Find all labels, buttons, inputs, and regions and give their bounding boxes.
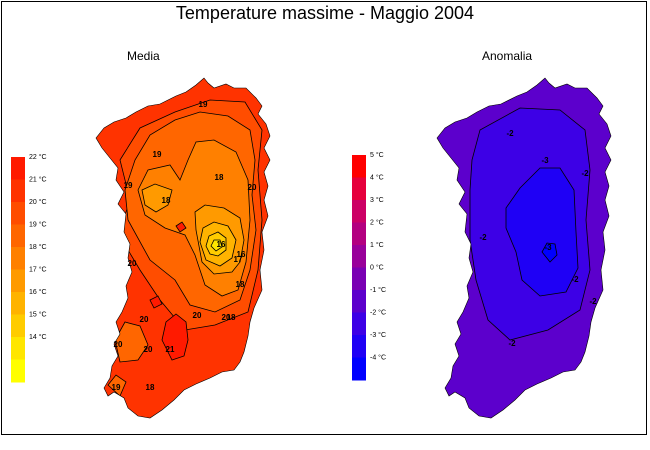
- anomalia-legend-label: 2 °C: [370, 219, 384, 227]
- media-legend-label: 18 °C: [29, 243, 47, 251]
- media-legend-swatch: [11, 224, 25, 248]
- media-zone-22: [161, 313, 189, 361]
- anomalia-legend-label: -4 °C: [370, 354, 386, 362]
- anomalia-contour-label: -2: [571, 275, 579, 284]
- anomalia-contour-label: -2: [589, 297, 597, 306]
- media-contour-label: 20: [222, 313, 231, 322]
- anomalia-contour-label: -3: [544, 243, 552, 252]
- media-contour-label: 18: [146, 383, 155, 392]
- anomalia-contour-label: -2: [506, 129, 514, 138]
- media-contour-label: 18: [227, 313, 236, 322]
- media-legend-label: 19 °C: [29, 221, 47, 229]
- media-zone-cool-west: [141, 183, 173, 213]
- anomalia-zone-minus4: [541, 242, 558, 263]
- anomalia-legend-label: 5 °C: [370, 151, 384, 159]
- media-contour-label: 20: [128, 259, 137, 268]
- page-title: Temperature massime - Maggio 2004: [175, 3, 475, 23]
- anomalia-legend-swatch: [352, 222, 366, 246]
- media-contour-label: 16: [237, 250, 246, 259]
- media-legend-swatch: [11, 359, 25, 383]
- anomalia-legend-label: 0 °C: [370, 264, 384, 272]
- media-legend-label: 16 °C: [29, 288, 47, 296]
- media-contour-label: 20: [193, 311, 202, 320]
- media-zone-hot-small: [149, 295, 163, 309]
- media-contour-label: 20: [114, 340, 123, 349]
- media-contour-label: 20: [248, 183, 257, 192]
- media-contour-label: 18: [236, 280, 245, 289]
- media-contour-label: 21: [166, 345, 175, 354]
- media-legend-label: 15 °C: [29, 311, 47, 319]
- media-legend-swatch: [11, 157, 25, 180]
- anomalia-legend-swatch: [352, 357, 366, 381]
- media-zone-14: [210, 239, 223, 252]
- media-contour-label: 19: [112, 383, 121, 392]
- media-contour-label: 18: [215, 173, 224, 182]
- media-legend-label: 20 °C: [29, 198, 47, 206]
- media-zone-hot-center: [175, 221, 187, 233]
- media-legend-swatch: [11, 292, 25, 315]
- anomalia-legend-swatch: [352, 312, 366, 336]
- media-legend-swatch: [11, 337, 25, 360]
- anomalia-legend-swatch: [352, 335, 366, 358]
- media-legend-label: 21 °C: [29, 176, 47, 184]
- anomalia-contour-label: -3: [541, 156, 549, 165]
- anomalia-legend-label: -1 °C: [370, 286, 386, 294]
- anomalia-contour-label: -2: [508, 339, 516, 348]
- anomalia-legend-label: 4 °C: [370, 174, 384, 182]
- media-contour-label: 17: [234, 255, 243, 264]
- anomalia-legend-label: -3 °C: [370, 331, 386, 339]
- anomalia-map: -2 -3 -2 -2 -2 -2 -2 -3: [436, 77, 612, 419]
- anomalia-legend-label: -2 °C: [370, 309, 386, 317]
- media-legend: 22 °C 21 °C 20 °C 19 °C 18 °C 17 °C 16 °C 15 °C…: [11, 153, 47, 383]
- media-contour-label: 20: [144, 345, 153, 354]
- media-legend-label: 14 °C: [29, 333, 47, 341]
- media-contour-label: 19: [153, 150, 162, 159]
- anomalia-legend-swatch: [352, 200, 366, 223]
- media-zone-southwest: [114, 321, 149, 363]
- anomalia-contour-label: -2: [581, 169, 589, 178]
- anomalia-legend-swatch: [352, 267, 366, 291]
- anomalia-legend-label: 3 °C: [370, 196, 384, 204]
- media-zone-southtip: [107, 374, 127, 397]
- anomalia-legend-swatch: [352, 290, 366, 313]
- media-legend-label: 17 °C: [29, 266, 47, 274]
- media-legend-swatch: [11, 314, 25, 338]
- anomalia-legend-swatch: [352, 177, 366, 201]
- media-contour-label: 16: [217, 240, 226, 249]
- media-contour-label: 20: [140, 315, 149, 324]
- anomalia-legend: 5 °C 4 °C 3 °C 2 °C 1 °C 0 °C -1 °C -2 °C -3 °C -…: [352, 151, 386, 381]
- media-legend-label: 22 °C: [29, 153, 47, 161]
- media-contour-label: 19: [199, 100, 208, 109]
- media-legend-swatch: [11, 202, 25, 225]
- anomalia-contour-label: -2: [479, 233, 487, 242]
- anomalia-legend-swatch: [352, 155, 366, 178]
- anomalia-legend-label: 1 °C: [370, 241, 384, 249]
- media-panel-title: Media: [127, 49, 160, 63]
- media-legend-swatch: [11, 247, 25, 270]
- media-contour-label: 18: [162, 196, 171, 205]
- anomalia-legend-swatch: [352, 245, 366, 268]
- anomalia-zone-minus3: [505, 167, 579, 297]
- anomalia-panel-title: Anomalia: [482, 49, 533, 63]
- media-contour-label: 19: [124, 181, 133, 190]
- media-legend-swatch: [11, 269, 25, 293]
- media-legend-swatch: [11, 179, 25, 203]
